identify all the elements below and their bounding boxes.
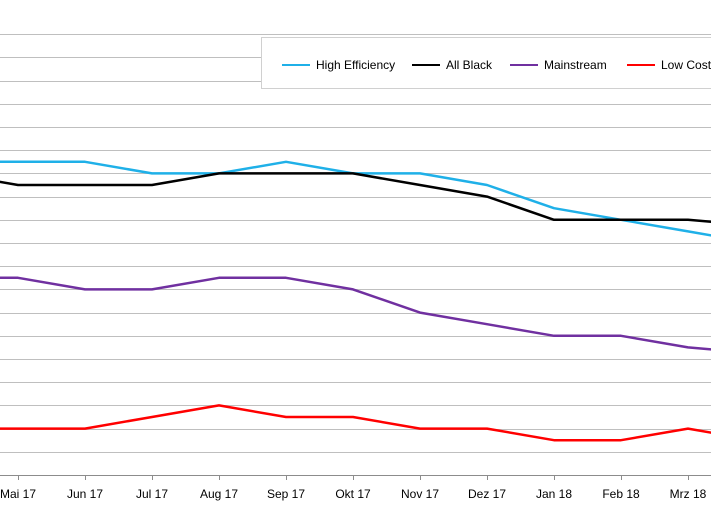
legend-label-low-cost: Low Cost	[661, 58, 711, 72]
legend-swatch-high-efficiency	[282, 64, 310, 66]
legend-entry-low-cost: Low Cost	[627, 58, 711, 72]
x-tick-label: Nov 17	[401, 487, 439, 501]
x-tick-label: Mrz 18	[670, 487, 707, 501]
legend-entry-mainstream: Mainstream	[510, 58, 607, 72]
legend-entry-high-efficiency: High Efficiency	[282, 58, 395, 72]
legend-swatch-all-black	[412, 64, 440, 66]
legend-swatch-mainstream	[510, 64, 538, 66]
x-tick-label: Okt 17	[335, 487, 371, 501]
x-tick-label: Jul 17	[136, 487, 168, 501]
series-line-mainstream	[0, 276, 711, 351]
legend-swatch-low-cost	[627, 64, 655, 66]
x-tick-label: Mai 17	[0, 487, 36, 501]
legend-label-all-black: All Black	[446, 58, 493, 72]
legend: High Efficiency All Black Mainstream Low…	[261, 37, 711, 89]
gridlines	[0, 34, 711, 476]
x-tick-label: Dez 17	[468, 487, 506, 501]
legend-entry-all-black: All Black	[412, 58, 492, 72]
x-tick-label: Sep 17	[267, 487, 305, 501]
series-line-low-cost	[0, 404, 711, 442]
legend-label-mainstream: Mainstream	[544, 58, 607, 72]
x-tick-label: Aug 17	[200, 487, 238, 501]
x-tick-label: Feb 18	[602, 487, 640, 501]
series-lines	[0, 160, 711, 442]
series-line-all-black	[0, 172, 711, 224]
x-tick-label: Jan 18	[536, 487, 572, 501]
legend-label-high-efficiency: High Efficiency	[316, 58, 396, 72]
x-axis: Mai 17 Jun 17 Jul 17 Aug 17 Sep 17 Okt 17 Nov …	[0, 475, 711, 501]
x-tick-label: Jun 17	[67, 487, 103, 501]
